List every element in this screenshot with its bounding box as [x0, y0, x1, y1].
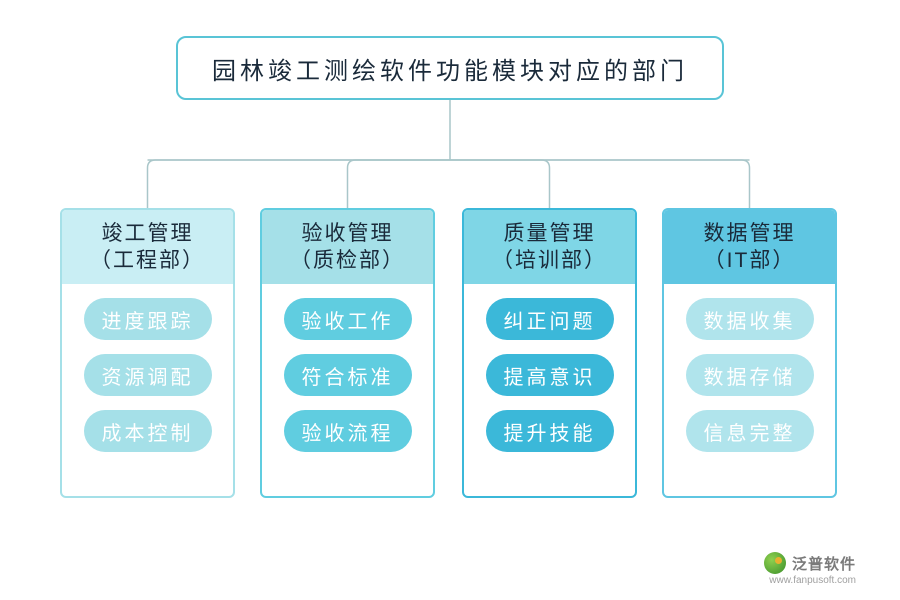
column-box: 质量管理（培训部）纠正问题提高意识提升技能 — [462, 208, 637, 498]
feature-pill: 符合标准 — [284, 354, 412, 396]
column-body: 进度跟踪资源调配成本控制 — [62, 284, 233, 468]
feature-pill: 提升技能 — [486, 410, 614, 452]
column-header-line2: （IT部） — [704, 247, 796, 274]
column-header-line2: （培训部） — [492, 247, 607, 274]
feature-pill: 提高意识 — [486, 354, 614, 396]
column-body: 验收工作符合标准验收流程 — [262, 284, 433, 468]
column-body: 数据收集数据存储信息完整 — [664, 284, 835, 468]
watermark-brand: 泛普软件 — [792, 553, 856, 574]
feature-pill: 纠正问题 — [486, 298, 614, 340]
org-chart: { "type": "tree", "background_color": "#… — [0, 0, 900, 600]
chart-title: 园林竣工测绘软件功能模块对应的部门 — [176, 36, 724, 100]
column-header-line1: 质量管理 — [504, 220, 596, 247]
feature-pill: 数据存储 — [686, 354, 814, 396]
column-box: 竣工管理（工程部）进度跟踪资源调配成本控制 — [60, 208, 235, 498]
column-header-line2: （工程部） — [90, 247, 205, 274]
feature-pill: 验收工作 — [284, 298, 412, 340]
column-header: 验收管理（质检部） — [262, 210, 433, 284]
feature-pill: 资源调配 — [84, 354, 212, 396]
column-header-line2: （质检部） — [290, 247, 405, 274]
chart-title-text: 园林竣工测绘软件功能模块对应的部门 — [212, 51, 688, 86]
column-header-line1: 验收管理 — [302, 220, 394, 247]
feature-pill: 数据收集 — [686, 298, 814, 340]
feature-pill: 成本控制 — [84, 410, 212, 452]
column-header: 质量管理（培训部） — [464, 210, 635, 284]
column-header: 竣工管理（工程部） — [62, 210, 233, 284]
column-header-line1: 竣工管理 — [102, 220, 194, 247]
watermark-logo-icon — [764, 552, 786, 574]
column-header-line1: 数据管理 — [704, 220, 796, 247]
feature-pill: 信息完整 — [686, 410, 814, 452]
feature-pill: 验收流程 — [284, 410, 412, 452]
column-box: 验收管理（质检部）验收工作符合标准验收流程 — [260, 208, 435, 498]
column-box: 数据管理（IT部）数据收集数据存储信息完整 — [662, 208, 837, 498]
column-body: 纠正问题提高意识提升技能 — [464, 284, 635, 468]
column-header: 数据管理（IT部） — [664, 210, 835, 284]
watermark: 泛普软件 www.fanpusoft.com — [764, 552, 856, 574]
feature-pill: 进度跟踪 — [84, 298, 212, 340]
watermark-url: www.fanpusoft.com — [769, 575, 856, 586]
